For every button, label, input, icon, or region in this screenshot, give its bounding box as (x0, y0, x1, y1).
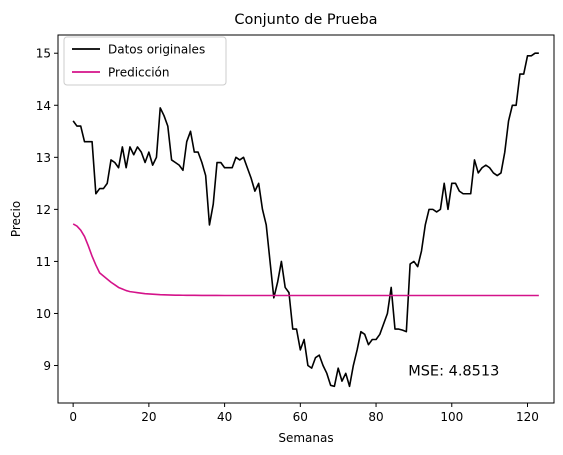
x-tick-label: 20 (141, 410, 156, 424)
y-tick-label: 14 (36, 99, 51, 113)
series-line-predicci-n (72, 223, 539, 297)
x-axis-label: Semanas (278, 431, 333, 445)
legend-box (63, 36, 227, 86)
x-tick-label: 120 (516, 410, 539, 424)
x-tick-label: 40 (217, 410, 232, 424)
mse-annotation: MSE: 4.8513 (408, 364, 499, 380)
x-ticks: 0 20 40 60 80 100 120 (69, 403, 539, 424)
chart-title: Conjunto de Prueba (234, 12, 377, 28)
plot-frame (57, 34, 555, 404)
legend: Datos originales Predicción (63, 36, 227, 86)
y-tick-label: 12 (36, 203, 51, 217)
x-tick-label: 100 (440, 410, 463, 424)
y-ticks: 9 10 11 12 13 14 15 (36, 47, 58, 373)
y-tick-label: 11 (36, 255, 51, 269)
x-tick-label: 60 (293, 410, 308, 424)
x-tick-label: 0 (69, 410, 77, 424)
y-tick-label: 9 (43, 359, 51, 373)
y-tick-label: 13 (36, 151, 51, 165)
series-line-datos-originales (72, 52, 539, 388)
plot-data (72, 52, 539, 388)
y-tick-label: 15 (36, 47, 51, 61)
legend-label-prediccion: Predicción (108, 66, 170, 80)
legend-label-datos-originales: Datos originales (108, 43, 205, 57)
y-tick-label: 10 (36, 307, 51, 321)
x-tick-label: 80 (368, 410, 383, 424)
y-axis-label: Precio (9, 201, 23, 237)
